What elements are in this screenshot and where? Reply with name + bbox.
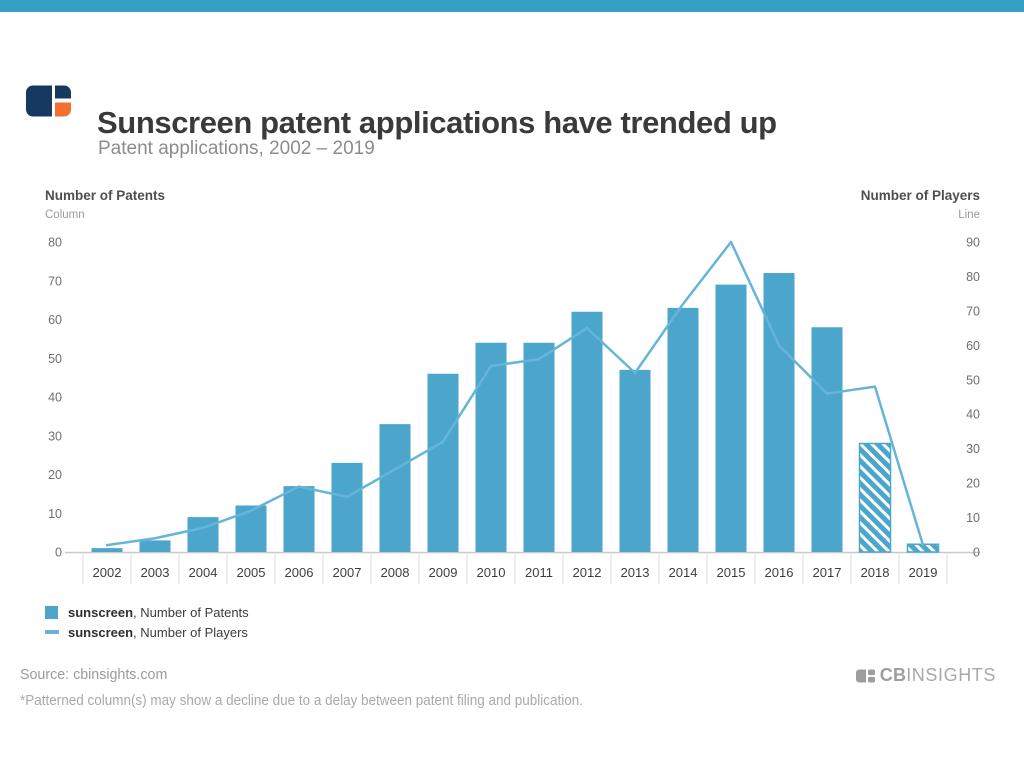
year-label-2014: 2014 — [669, 565, 698, 580]
year-label-2005: 2005 — [237, 565, 266, 580]
page-subtitle: Patent applications, 2002 – 2019 — [98, 138, 375, 159]
axis-tick-labels: 0 10 20 30 40 50 60 70 80 0 10 20 30 40 50 60 70 80 90 2002… — [48, 236, 980, 581]
cbinsights-footer-logo: CB INSIGHTS — [855, 665, 996, 686]
line-series — [105, 240, 925, 547]
right-tick-60: 60 — [966, 339, 980, 353]
legend-item-patents[interactable]: sunscreen, Number of Patents — [45, 602, 249, 622]
right-axis-header: Number of Players Line — [861, 188, 980, 221]
year-label-2013: 2013 — [621, 565, 650, 580]
bar-2009[interactable] — [427, 373, 459, 552]
year-label-2018: 2018 — [861, 565, 890, 580]
bar-2018[interactable] — [858, 442, 892, 553]
year-label-2008: 2008 — [381, 565, 410, 580]
bar-2014[interactable] — [667, 307, 699, 552]
bar-2007[interactable] — [331, 462, 363, 552]
line-swatch-icon — [45, 630, 59, 634]
year-label-2006: 2006 — [285, 565, 314, 580]
year-label-2007: 2007 — [333, 565, 362, 580]
bar-2004[interactable] — [187, 517, 219, 552]
year-label-2003: 2003 — [141, 565, 170, 580]
bar-2011[interactable] — [523, 342, 555, 552]
bar-swatch-icon — [45, 605, 58, 619]
bar-2017[interactable] — [811, 327, 843, 552]
players-line[interactable] — [105, 240, 925, 547]
right-axis-title: Number of Players — [860, 188, 980, 203]
left-tick-40: 40 — [48, 391, 62, 405]
year-label-2015: 2015 — [717, 565, 746, 580]
bar-2016[interactable] — [763, 273, 795, 552]
left-tick-20: 20 — [48, 468, 62, 482]
bar-2010[interactable] — [475, 342, 507, 552]
legend-rest: , Number of Patents — [133, 604, 249, 620]
right-tick-90: 90 — [966, 236, 980, 250]
left-axis-title: Number of Patents — [45, 188, 166, 203]
left-tick-50: 50 — [48, 352, 62, 366]
brand-cb: CB — [879, 665, 907, 685]
right-tick-70: 70 — [966, 304, 980, 318]
left-tick-30: 30 — [48, 429, 62, 443]
bar-2006[interactable] — [283, 486, 315, 552]
left-tick-70: 70 — [48, 274, 62, 288]
legend-item-players[interactable]: sunscreen, Number of Players — [45, 622, 249, 642]
right-tick-10: 10 — [966, 511, 980, 525]
left-tick-60: 60 — [48, 313, 62, 327]
year-label-2002: 2002 — [93, 565, 122, 580]
bar-series — [91, 273, 940, 553]
legend-term: sunscreen — [68, 624, 134, 640]
bar-2012[interactable] — [571, 311, 603, 552]
page-title: Sunscreen patent applications have trend… — [97, 104, 777, 140]
year-label-2017: 2017 — [813, 565, 842, 580]
left-tick-0: 0 — [55, 546, 62, 560]
legend-rest: , Number of Players — [133, 624, 248, 640]
bar-2013[interactable] — [619, 369, 651, 552]
bar-2008[interactable] — [379, 424, 411, 552]
right-tick-0: 0 — [973, 546, 980, 560]
cbinsights-footer-logo-icon — [855, 669, 875, 682]
left-axis-header: Number of Patents Column — [45, 188, 165, 221]
bar-2015[interactable] — [715, 284, 747, 552]
cbinsights-logo-icon — [26, 85, 71, 117]
year-label-2012: 2012 — [573, 565, 602, 580]
left-axis-type-label: Column — [45, 209, 85, 221]
legend-term: sunscreen — [68, 604, 134, 620]
right-tick-50: 50 — [966, 373, 980, 387]
year-label-2009: 2009 — [429, 565, 458, 580]
right-axis-type-label: Line — [958, 209, 980, 221]
left-tick-80: 80 — [48, 236, 62, 250]
year-label-2019: 2019 — [909, 565, 938, 580]
right-tick-40: 40 — [966, 408, 980, 422]
source-text: Source: cbinsights.com — [20, 666, 168, 683]
right-tick-20: 20 — [966, 477, 980, 491]
year-label-2004: 2004 — [189, 565, 218, 580]
right-tick-80: 80 — [966, 270, 980, 284]
bar-2003[interactable] — [139, 540, 171, 552]
chart-legend: sunscreen, Number of Patents sunscreen, … — [45, 602, 249, 642]
x-axis — [65, 551, 980, 584]
year-label-2011: 2011 — [525, 565, 553, 580]
year-label-2016: 2016 — [765, 565, 794, 580]
brand-insights: INSIGHTS — [906, 665, 996, 685]
left-tick-10: 10 — [48, 507, 62, 521]
bar-2005[interactable] — [235, 505, 267, 553]
bar-2002[interactable] — [91, 548, 123, 552]
footnote-text: *Patterned column(s) may show a decline … — [20, 693, 583, 709]
right-tick-30: 30 — [966, 442, 980, 456]
year-label-2010: 2010 — [477, 565, 506, 580]
top-accent-bar — [0, 0, 1024, 12]
